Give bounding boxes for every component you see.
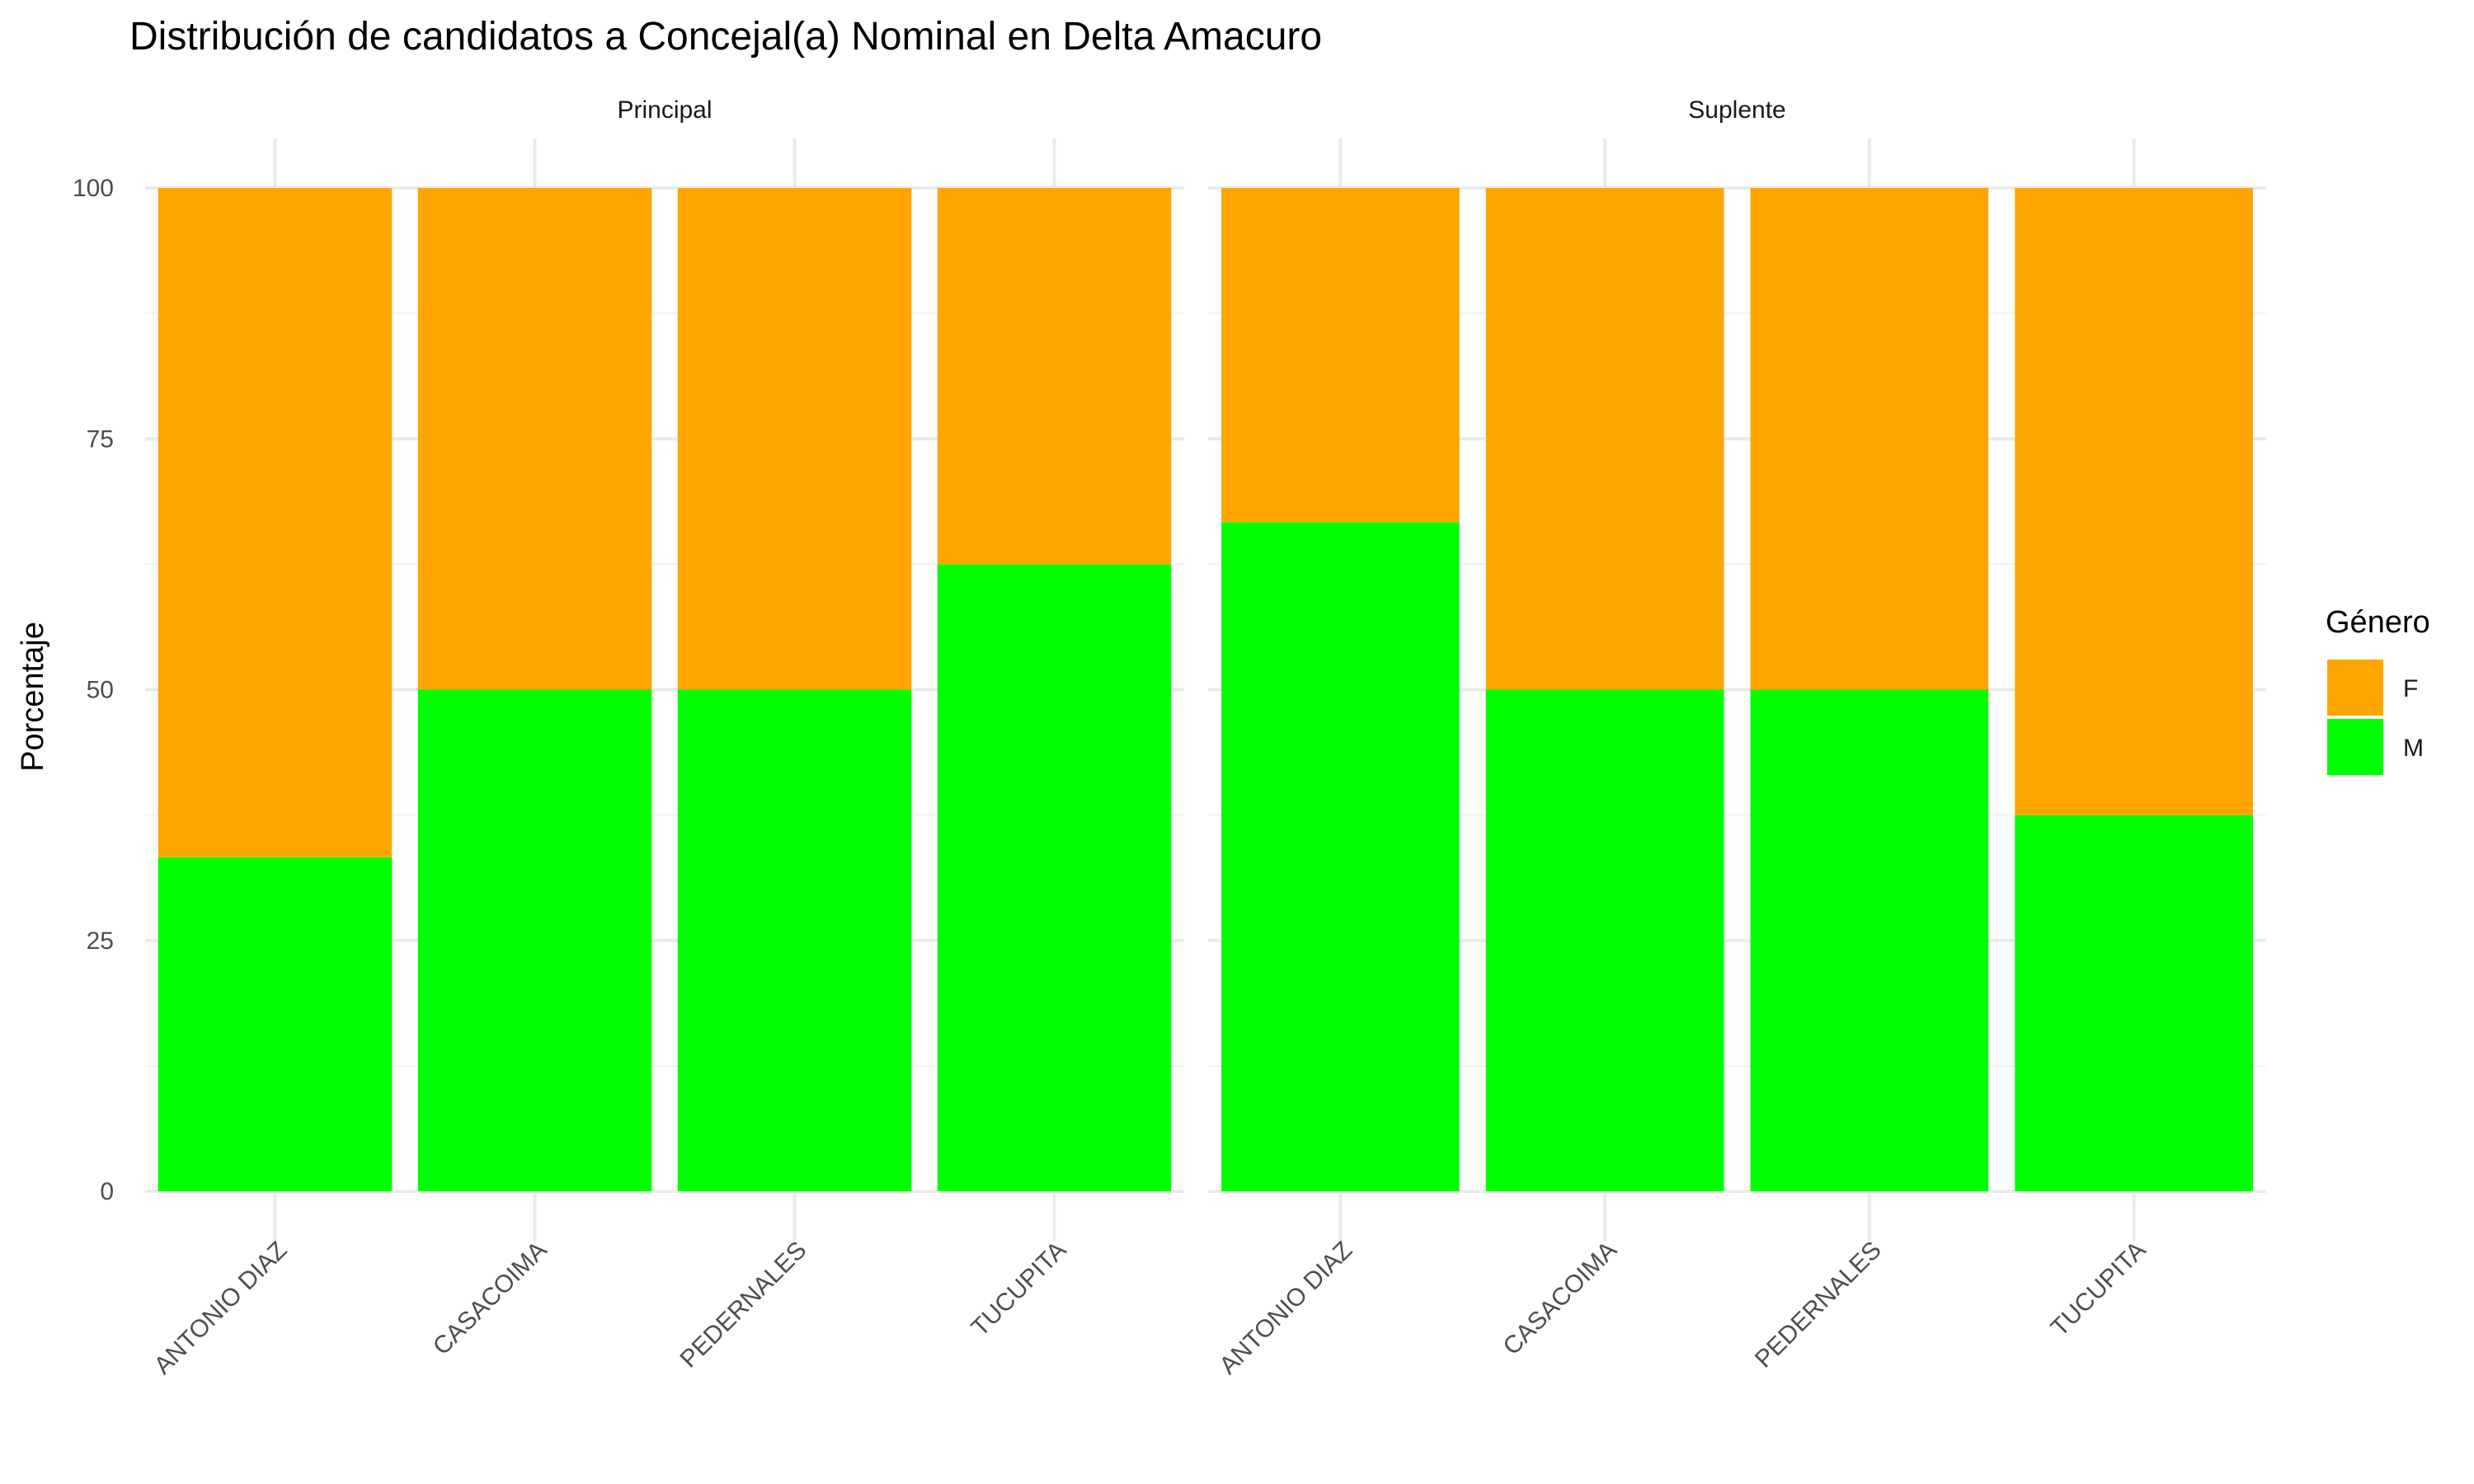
x-tick-label: TUCUPITA (967, 1237, 1072, 1342)
legend: Género F M (2326, 605, 2430, 775)
x-tick-label: PEDERNALES (675, 1237, 811, 1374)
legend-label-m: M (2403, 735, 2424, 762)
bar-segment-f (2015, 188, 2253, 815)
facet-panels: 0 25 50 75 100 Principal ANTONIO DIAZ CASACOIMA… (73, 96, 2266, 1379)
x-tick-label: CASACOIMA (1498, 1237, 1622, 1361)
bar-segment-m (1221, 522, 1460, 1191)
bar-segment-m (417, 689, 652, 1191)
bar-segment-f (677, 188, 912, 690)
x-tick-label: ANTONIO DIAZ (149, 1237, 293, 1380)
bar-segment-m (1750, 689, 1989, 1191)
y-tick-label: 0 (100, 1178, 114, 1205)
chart-title: Distribución de candidatos a Concejal(a)… (129, 15, 1322, 59)
x-tick-label: CASACOIMA (428, 1237, 553, 1361)
facet-strip-label: Suplente (1688, 96, 1785, 124)
y-axis-title: Porcentaje (16, 622, 50, 772)
legend-label-f: F (2403, 675, 2418, 702)
y-tick-label: 50 (87, 677, 114, 704)
bar-segment-m (2015, 815, 2253, 1191)
facet-strip-label: Principal (617, 96, 712, 124)
facet-panel: Principal ANTONIO DIAZ CASACOIMA PEDERNALES… (145, 96, 1184, 1379)
y-tick-label: 25 (87, 928, 114, 955)
y-tick-label: 100 (73, 175, 114, 202)
bar-segment-m (158, 857, 393, 1191)
bar-segment-f (158, 188, 393, 857)
facet-panel: Suplente ANTONIO DIAZ CASACOIMA PEDERNALES T… (1208, 96, 2266, 1379)
bar-segment-f (1485, 188, 1724, 690)
legend-key-m (2327, 719, 2383, 775)
x-tick-label: ANTONIO DIAZ (1215, 1237, 1358, 1380)
y-tick-label: 75 (87, 425, 114, 453)
bar-segment-f (1750, 188, 1989, 690)
bar-segment-m (937, 564, 1172, 1191)
x-tick-label: PEDERNALES (1750, 1237, 1887, 1374)
bar-segment-f (417, 188, 652, 690)
x-tick-label: TUCUPITA (2046, 1237, 2152, 1342)
bar-segment-m (1485, 689, 1724, 1191)
bar-segment-m (677, 689, 912, 1191)
legend-title: Género (2326, 605, 2430, 640)
bar-segment-f (1221, 188, 1460, 523)
bar-segment-f (937, 188, 1172, 565)
legend-key-f (2327, 660, 2383, 716)
